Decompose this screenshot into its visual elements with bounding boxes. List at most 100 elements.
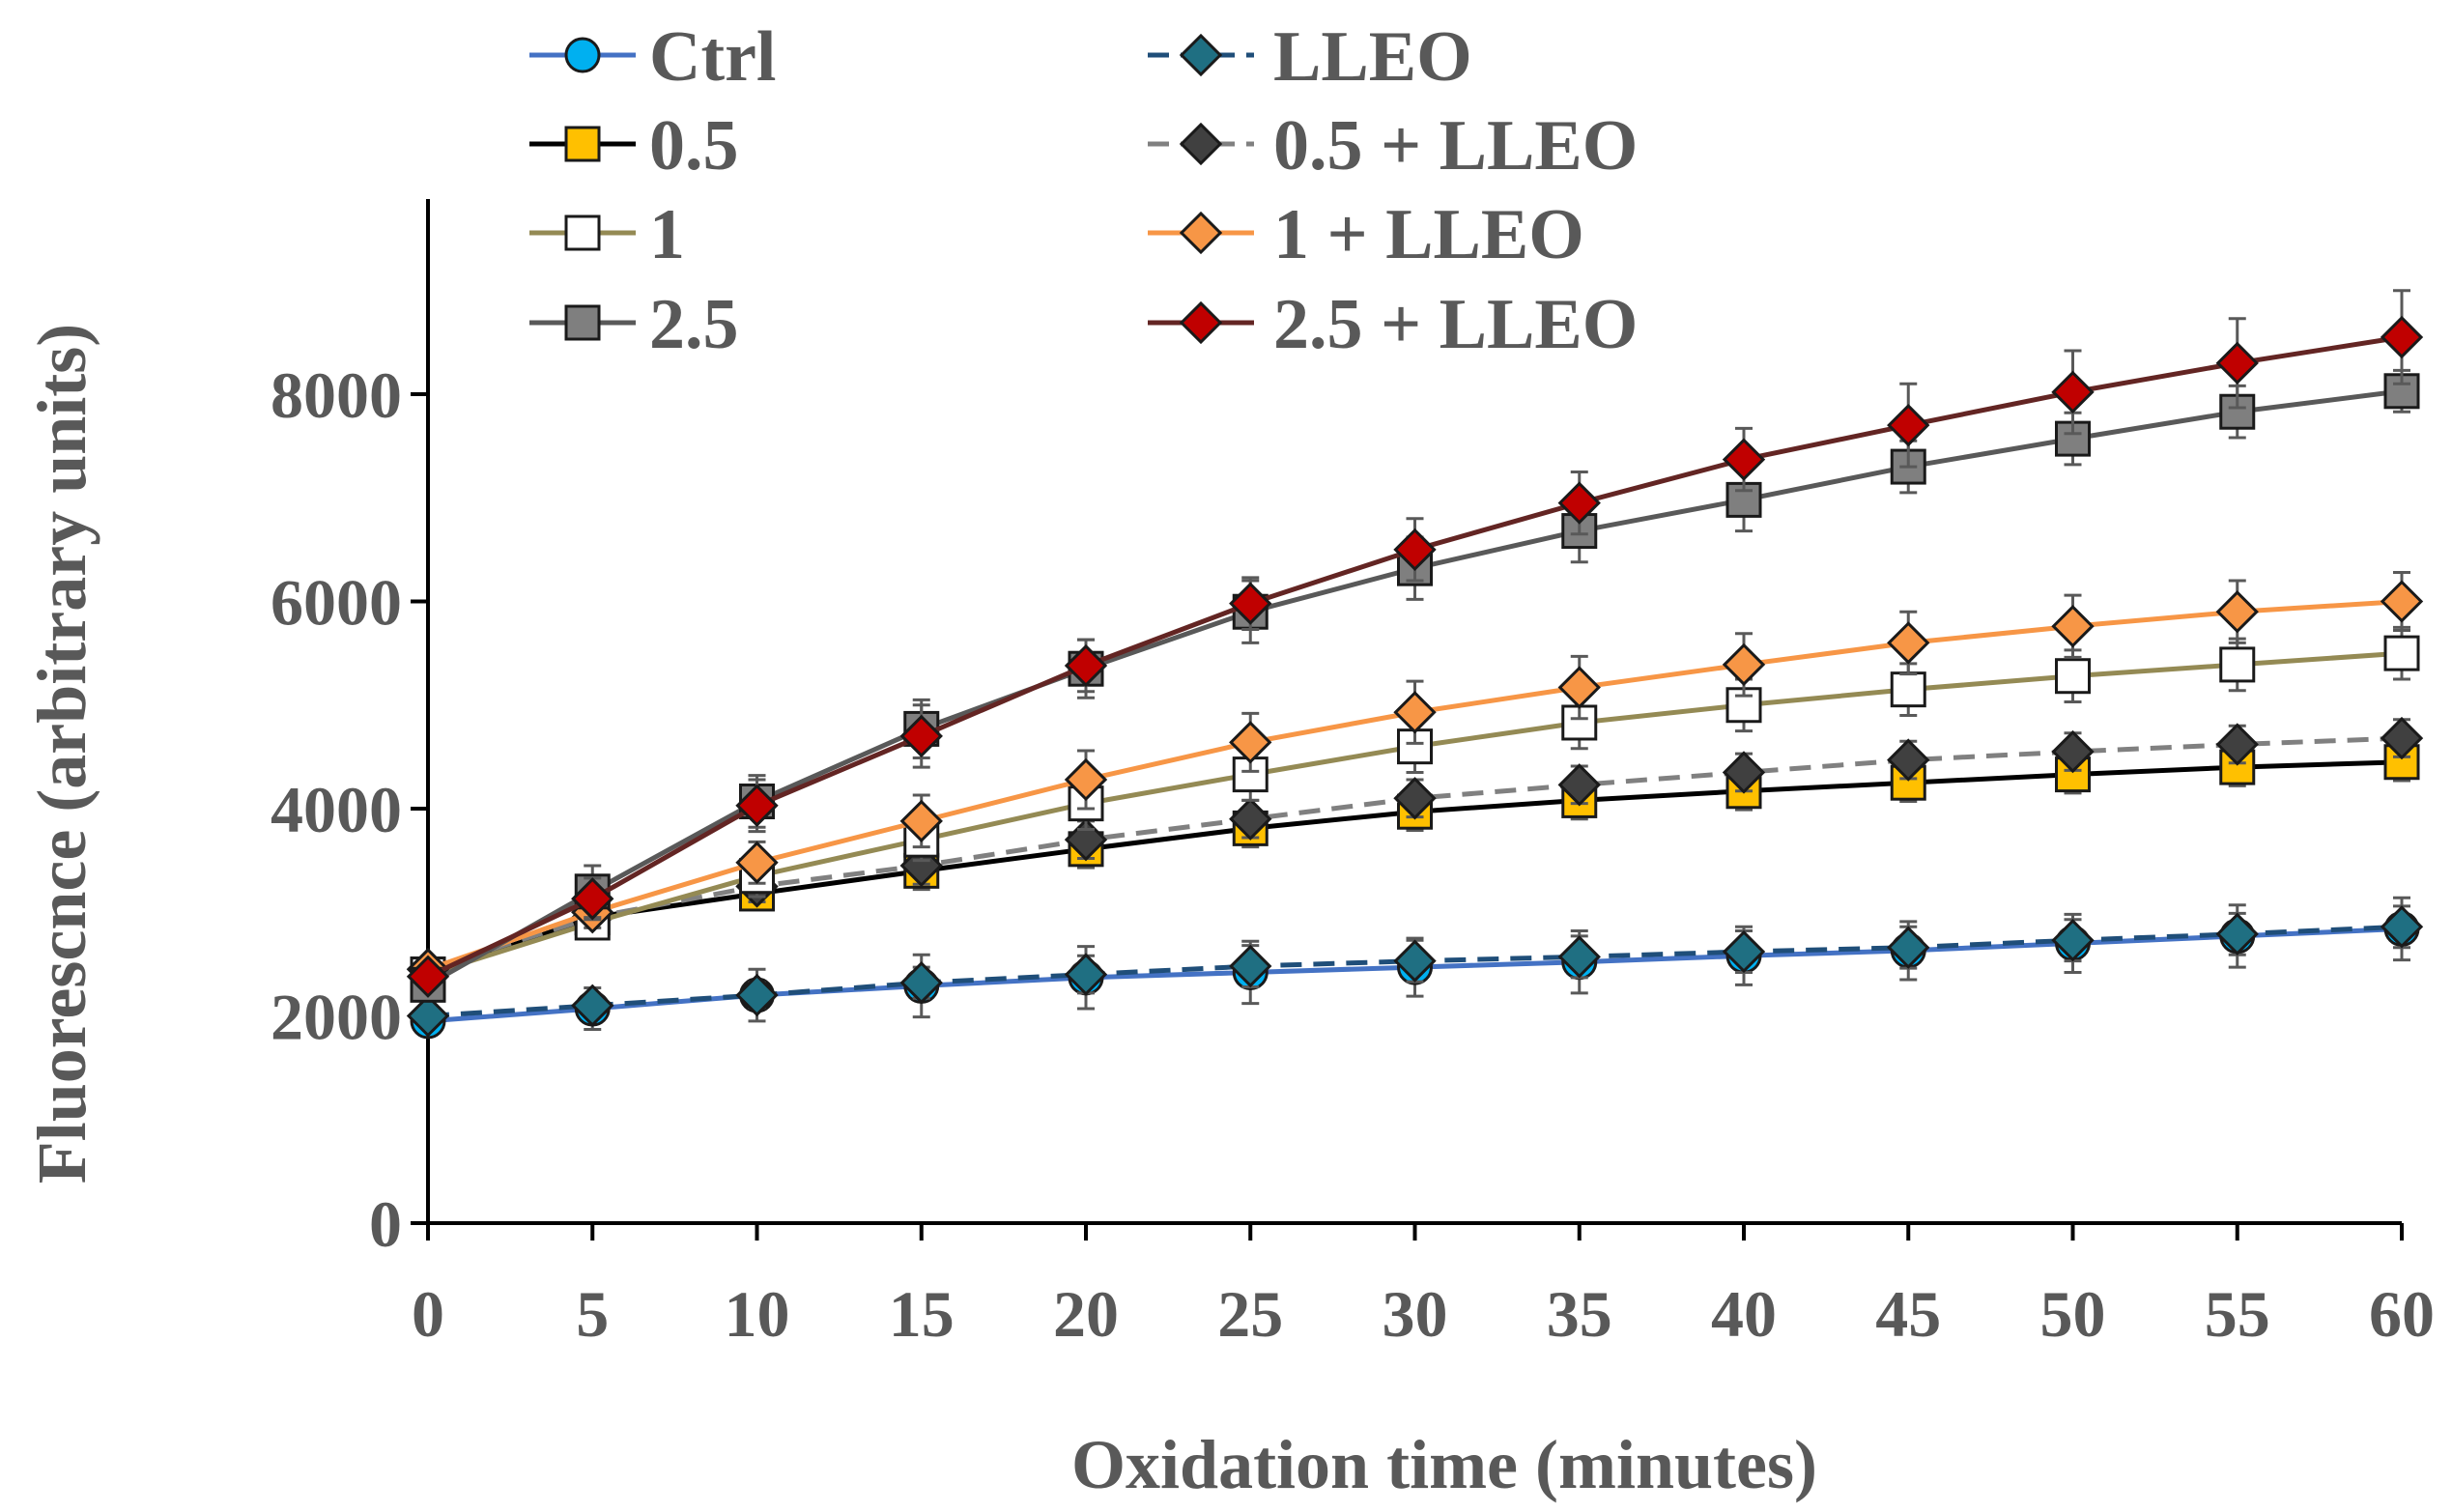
series — [406, 289, 2424, 1040]
x-tick-label: 15 — [889, 1277, 955, 1351]
x-tick-label: 10 — [725, 1277, 790, 1351]
data-point — [899, 714, 943, 758]
legend-item-4: 1 — [529, 195, 685, 274]
data-point — [735, 841, 779, 884]
x-tick-label: 60 — [2369, 1277, 2435, 1351]
y-tick-label: 2000 — [271, 981, 402, 1054]
data-point — [2380, 580, 2424, 623]
data-point — [1557, 666, 1601, 709]
data-point — [2215, 723, 2259, 766]
ticks: 0 5 10 15 20 25 30 35 40 45 50 55 60 0 2000 4000 6000 800… — [271, 358, 2435, 1351]
legend-swatch-marker — [1179, 211, 1223, 255]
data-point — [2051, 370, 2095, 414]
x-tick-label: 40 — [1711, 1277, 1777, 1351]
legend-item-3: 0.5 + LLEO — [1148, 106, 1638, 185]
legend-label: 1 + LLEO — [1273, 195, 1584, 274]
data-point — [1887, 926, 1930, 969]
data-point — [1557, 763, 1601, 807]
legend: Ctrl LLEO 0.5 0.5 + LLEO 1 1 + LLEO 2.5 2.5 + L… — [529, 17, 1638, 364]
y-tick-label: 8000 — [271, 358, 402, 432]
data-point — [899, 960, 943, 1005]
legend-label: 1 — [649, 195, 685, 274]
x-tick-label: 0 — [412, 1277, 444, 1351]
data-point — [2380, 315, 2424, 359]
x-axis-title: Oxidation time (minutes) — [1071, 1426, 1817, 1503]
series-1 — [406, 904, 2424, 1038]
data-point — [1557, 481, 1601, 525]
legend-swatch-marker — [564, 304, 601, 341]
x-tick-label: 45 — [1875, 1277, 1941, 1351]
data-point — [571, 984, 614, 1027]
data-point — [2380, 905, 2424, 949]
data-point — [1722, 438, 1766, 481]
legend-label: 2.5 — [649, 285, 739, 364]
data-point — [406, 955, 450, 998]
y-tick-label: 6000 — [271, 566, 402, 640]
y-axis-title: Fluorescnce (arbitrary units) — [23, 324, 100, 1184]
data-point — [1722, 642, 1766, 687]
data-point — [1229, 797, 1272, 841]
data-point — [1722, 929, 1766, 974]
data-point — [1393, 528, 1437, 572]
legend-item-0: Ctrl — [529, 17, 777, 97]
legend-label: Ctrl — [649, 17, 777, 97]
data-point — [1229, 721, 1272, 764]
legend-item-2: 0.5 — [529, 106, 739, 185]
x-tick-label: 55 — [2205, 1277, 2270, 1351]
data-point — [2051, 729, 2095, 774]
x-tick-label: 50 — [2040, 1277, 2106, 1351]
legend-item-6: 2.5 — [529, 285, 739, 364]
data-point — [1887, 738, 1930, 782]
x-tick-label: 30 — [1383, 1277, 1448, 1351]
data-point — [2380, 716, 2424, 760]
data-point — [2219, 646, 2256, 683]
data-point — [1064, 953, 1108, 996]
data-point — [2051, 919, 2095, 962]
data-point — [735, 784, 779, 827]
series-7 — [406, 289, 2424, 998]
series-5 — [406, 570, 2424, 991]
x-tick-label: 20 — [1053, 1277, 1119, 1351]
data-point — [2215, 341, 2259, 385]
x-tick-label: 35 — [1547, 1277, 1612, 1351]
data-point — [1722, 751, 1766, 794]
y-tick-label: 4000 — [271, 773, 402, 846]
data-point — [1393, 691, 1437, 734]
data-point — [1890, 671, 1926, 708]
legend-swatch-marker — [564, 37, 601, 73]
data-point — [2383, 635, 2420, 671]
data-point — [1064, 817, 1108, 862]
legend-label: LLEO — [1273, 17, 1472, 97]
data-point — [1393, 777, 1437, 820]
x-tick-label: 5 — [576, 1277, 609, 1351]
data-point — [1064, 757, 1108, 802]
legend-item-7: 2.5 + LLEO — [1148, 285, 1638, 364]
legend-item-1: LLEO — [1148, 17, 1472, 97]
data-point — [1229, 582, 1272, 625]
legend-label: 2.5 + LLEO — [1273, 285, 1638, 364]
legend-swatch-marker — [1179, 122, 1223, 166]
data-point — [1887, 621, 1930, 665]
data-point — [2215, 590, 2259, 634]
legend-swatch-marker — [564, 214, 601, 251]
x-tick-label: 25 — [1217, 1277, 1283, 1351]
legend-swatch-marker — [1179, 33, 1223, 77]
data-point — [1887, 403, 1930, 447]
legend-swatch-marker — [564, 126, 601, 162]
legend-label: 0.5 + LLEO — [1273, 106, 1638, 185]
data-point — [2055, 658, 2091, 695]
data-point — [735, 973, 779, 1017]
data-point — [571, 877, 614, 921]
data-point — [1393, 939, 1437, 983]
data-point — [1557, 935, 1601, 979]
data-point — [406, 994, 450, 1038]
data-point — [1064, 643, 1108, 688]
data-point — [2051, 605, 2095, 648]
legend-item-5: 1 + LLEO — [1148, 195, 1584, 274]
data-point — [899, 799, 943, 843]
y-tick-label: 0 — [369, 1187, 402, 1261]
legend-label: 0.5 — [649, 106, 739, 185]
legend-swatch-marker — [1179, 300, 1223, 345]
